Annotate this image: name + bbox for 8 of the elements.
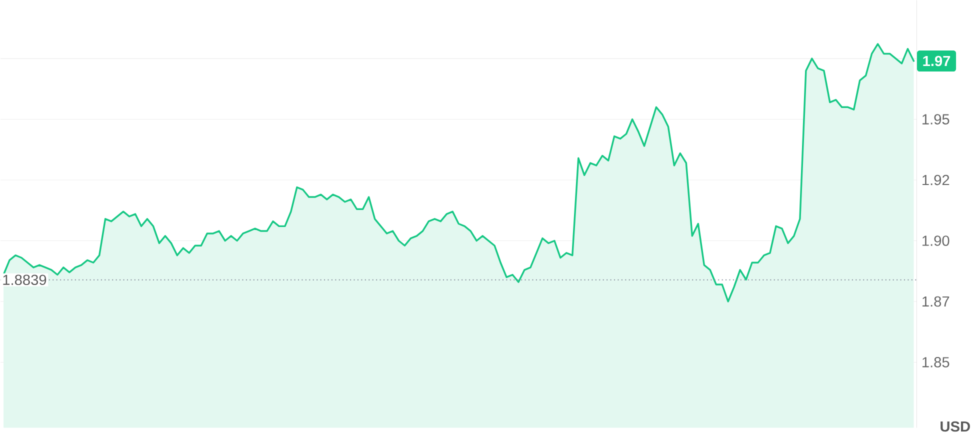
y-tick-label: 1.95 [922,114,950,124]
y-tick-label: 1.90 [922,236,950,246]
y-tick-label: 1.85 [922,357,950,368]
ref-line-label: 1.8839 [3,274,46,285]
y-axis-title: USD [940,421,970,432]
y-tick-label: 1.87 [922,296,950,307]
y-tick-label: 1.92 [922,174,950,186]
annotation: 1.97 [923,56,950,66]
